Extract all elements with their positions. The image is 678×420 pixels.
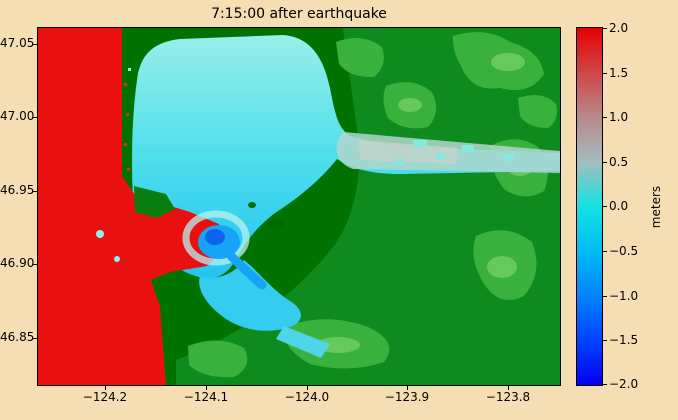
tsunami-map: [38, 28, 560, 385]
ocean-speck: [96, 230, 104, 238]
colorbar: [576, 27, 603, 386]
x-tick-label: −123.9: [384, 390, 430, 404]
wetland-patch: [413, 140, 427, 147]
y-tick-label: 46.95: [0, 183, 35, 197]
x-tick-mark: [206, 386, 207, 390]
map-plot-area: [37, 27, 561, 386]
spit-speckle: [127, 168, 130, 171]
deep-channel-core: [205, 229, 225, 245]
marsh-peninsula: [134, 186, 175, 218]
colorbar-tick-label: 2.0: [609, 21, 629, 35]
colorbar-tick-label: −1.5: [609, 333, 639, 347]
wetland-patch: [462, 145, 474, 152]
x-tick-label: −123.8: [485, 390, 531, 404]
y-tick-mark: [33, 191, 37, 192]
terrain-highlight: [491, 53, 525, 71]
colorbar-tick-label: −1.0: [609, 289, 639, 303]
colorbar-tick-label: 1.0: [609, 110, 629, 124]
spit-speckle: [128, 68, 131, 71]
y-tick-label: 46.85: [0, 330, 35, 344]
terrain-ridge: [518, 95, 557, 128]
colorbar-gradient: [577, 28, 602, 385]
island: [248, 202, 256, 208]
terrain-ridge: [188, 340, 248, 378]
colorbar-tick-mark: [603, 162, 607, 163]
y-tick-label: 47.00: [0, 109, 35, 123]
ocean-red-region: [38, 28, 225, 385]
x-tick-label: −124.2: [82, 390, 128, 404]
colorbar-tick-label: −2.0: [609, 377, 639, 391]
x-tick-label: −124.1: [183, 390, 229, 404]
terrain-ridge: [336, 38, 384, 78]
colorbar-tick-label: 0.0: [609, 199, 629, 213]
x-tick-mark: [407, 386, 408, 390]
colorbar-tick-mark: [603, 251, 607, 252]
mouth-fringe: [182, 210, 250, 266]
colorbar-tick-label: −0.5: [609, 244, 639, 258]
terrain-highlight: [487, 256, 517, 278]
south-channel: [199, 260, 301, 331]
wetland-patch: [394, 159, 403, 165]
terrain-highlight: [316, 337, 360, 353]
y-tick-label: 47.05: [0, 36, 35, 50]
colorbar-tick-mark: [603, 73, 607, 74]
terrain-mid: [176, 28, 560, 385]
colorbar-tick-mark: [603, 340, 607, 341]
x-tick-label: −124.0: [284, 390, 330, 404]
y-tick-mark: [33, 338, 37, 339]
river-arm-highlight: [358, 140, 458, 164]
terrain-highlight: [398, 98, 422, 112]
spit-speckle: [126, 113, 129, 116]
colorbar-tick-mark: [603, 384, 607, 385]
plot-title: 7:15:00 after earthquake: [211, 6, 387, 22]
ocean-speck: [114, 256, 120, 262]
x-tick-mark: [105, 386, 106, 390]
y-tick-mark: [33, 117, 37, 118]
colorbar-tick-mark: [603, 28, 607, 29]
south-channel-tail: [276, 326, 330, 358]
colorbar-units-label: meters: [649, 185, 663, 229]
wetland-patch: [436, 154, 446, 160]
channel-streak: [226, 251, 267, 290]
wetland-patch: [503, 154, 514, 161]
y-tick-mark: [33, 264, 37, 265]
island: [267, 219, 283, 229]
colorbar-tick-mark: [603, 206, 607, 207]
y-tick-label: 46.90: [0, 256, 35, 270]
colorbar-tick-label: 1.5: [609, 66, 629, 80]
spit-speckle: [124, 83, 127, 86]
y-tick-mark: [33, 44, 37, 45]
x-tick-mark: [307, 386, 308, 390]
colorbar-tick-mark: [603, 296, 607, 297]
colorbar-tick-mark: [603, 117, 607, 118]
colorbar-tick-label: 0.5: [609, 155, 629, 169]
spit-speckle: [124, 143, 127, 146]
x-tick-mark: [508, 386, 509, 390]
